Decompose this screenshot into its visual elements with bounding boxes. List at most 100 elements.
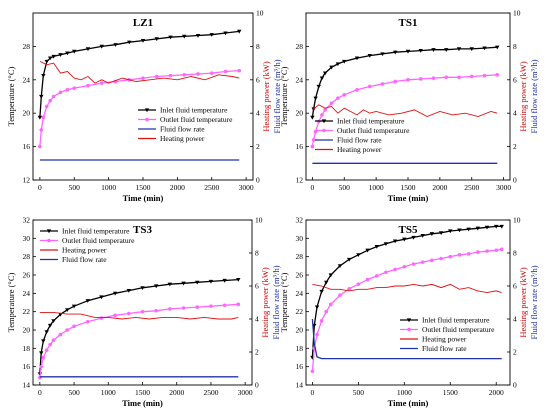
data-point bbox=[431, 48, 436, 52]
y2-axis-label-flow: Fluid flow rate (m³/h) bbox=[529, 265, 539, 339]
data-point bbox=[39, 351, 44, 356]
data-point bbox=[402, 264, 407, 269]
data-point bbox=[113, 43, 118, 47]
data-point bbox=[85, 299, 90, 303]
data-point bbox=[41, 115, 46, 120]
series-line-2 bbox=[39, 311, 239, 320]
y-tick-label: 26 bbox=[296, 271, 304, 280]
data-point bbox=[319, 289, 324, 294]
data-point bbox=[182, 72, 187, 77]
data-point bbox=[237, 68, 242, 73]
data-point bbox=[365, 277, 370, 282]
x-tick-label: 2000 bbox=[170, 183, 185, 192]
data-point bbox=[439, 256, 443, 261]
data-point bbox=[457, 75, 461, 80]
y2-axis-label-power: Heating power (kW) bbox=[261, 61, 271, 132]
y-axis-label: Temperature (°C) bbox=[6, 66, 16, 126]
data-point bbox=[336, 96, 340, 100]
plot-area bbox=[37, 29, 242, 161]
plot-frame bbox=[32, 12, 254, 181]
data-point bbox=[85, 47, 91, 52]
legend-marker bbox=[47, 238, 51, 243]
data-point bbox=[335, 62, 341, 67]
y2-tick-label: 6 bbox=[513, 282, 517, 291]
data-point bbox=[448, 229, 453, 234]
series-line-1 bbox=[311, 248, 502, 372]
data-point bbox=[181, 306, 186, 310]
y-tick-label: 18 bbox=[296, 344, 304, 353]
panel-title: TS5 bbox=[399, 224, 418, 236]
data-point bbox=[420, 233, 425, 238]
chart-panel-ts3: TS3 0 500 1000 1500 2000 2500 3000 Time (min) 14 1… bbox=[6, 216, 281, 409]
data-point bbox=[485, 249, 489, 253]
data-point bbox=[222, 278, 227, 283]
x-tick-label: 2000 bbox=[169, 388, 184, 397]
y-tick-label: 12 bbox=[23, 176, 31, 185]
y-tick-label: 18 bbox=[23, 344, 31, 353]
legend-marker bbox=[144, 108, 150, 113]
data-point bbox=[39, 364, 44, 369]
data-point bbox=[141, 76, 145, 80]
y2-tick-label: 8 bbox=[255, 249, 259, 258]
data-point bbox=[208, 279, 214, 284]
data-point bbox=[58, 53, 63, 57]
data-point bbox=[236, 302, 241, 307]
x-tick-label: 1500 bbox=[136, 183, 151, 192]
data-point bbox=[196, 72, 200, 76]
data-point bbox=[322, 71, 328, 76]
y-tick-label: 24 bbox=[296, 75, 304, 84]
series-line-3 bbox=[311, 318, 502, 360]
data-point bbox=[99, 295, 104, 300]
legend-label: Inlet fluid temperature bbox=[422, 316, 490, 325]
y2-tick-label: 8 bbox=[513, 249, 517, 258]
data-point bbox=[65, 328, 70, 332]
x-tick-label: 500 bbox=[69, 183, 81, 192]
y-tick-label: 16 bbox=[23, 362, 31, 371]
y-axis-label: Temperature (°C) bbox=[279, 272, 289, 332]
series-line-0 bbox=[39, 278, 239, 375]
data-point bbox=[51, 319, 56, 324]
data-point bbox=[393, 79, 398, 84]
x-tick-label: 1500 bbox=[443, 388, 458, 397]
y-tick-label: 30 bbox=[23, 234, 31, 243]
legend-label: Inlet fluid temperature bbox=[62, 227, 130, 236]
data-point bbox=[37, 115, 43, 120]
data-point bbox=[313, 96, 318, 101]
x-tick-label: 0 bbox=[311, 388, 315, 397]
data-point bbox=[429, 232, 435, 236]
y-tick-label: 26 bbox=[23, 271, 31, 280]
y-tick-label: 16 bbox=[296, 362, 304, 371]
y2-tick-label: 6 bbox=[513, 75, 517, 84]
data-point bbox=[51, 94, 56, 99]
data-point bbox=[494, 248, 499, 253]
series-line-0 bbox=[311, 46, 498, 118]
y2-tick-label: 10 bbox=[513, 216, 521, 225]
data-point bbox=[316, 84, 321, 89]
data-point bbox=[374, 244, 379, 249]
legend-label: Heating power bbox=[422, 335, 467, 344]
data-point bbox=[405, 49, 411, 54]
data-point bbox=[39, 128, 44, 132]
y-tick-label: 32 bbox=[23, 216, 31, 225]
plot-frame bbox=[305, 219, 511, 386]
data-point bbox=[311, 138, 316, 142]
data-point bbox=[347, 286, 351, 291]
data-point bbox=[431, 76, 436, 80]
data-point bbox=[314, 305, 320, 310]
data-point bbox=[495, 72, 500, 77]
plot-area bbox=[310, 45, 500, 164]
data-point bbox=[182, 34, 187, 39]
y2-tick-label: 6 bbox=[255, 282, 259, 291]
data-point bbox=[324, 280, 329, 285]
legend-label: Outlet fluid temperature bbox=[337, 126, 410, 135]
data-point bbox=[99, 44, 104, 49]
y-tick-label: 24 bbox=[23, 289, 31, 298]
data-point bbox=[484, 225, 490, 230]
data-point bbox=[319, 319, 324, 323]
y2-tick-label: 0 bbox=[256, 176, 260, 185]
series-line-3 bbox=[312, 104, 498, 117]
data-point bbox=[195, 305, 200, 309]
y-tick-label: 22 bbox=[296, 307, 304, 316]
